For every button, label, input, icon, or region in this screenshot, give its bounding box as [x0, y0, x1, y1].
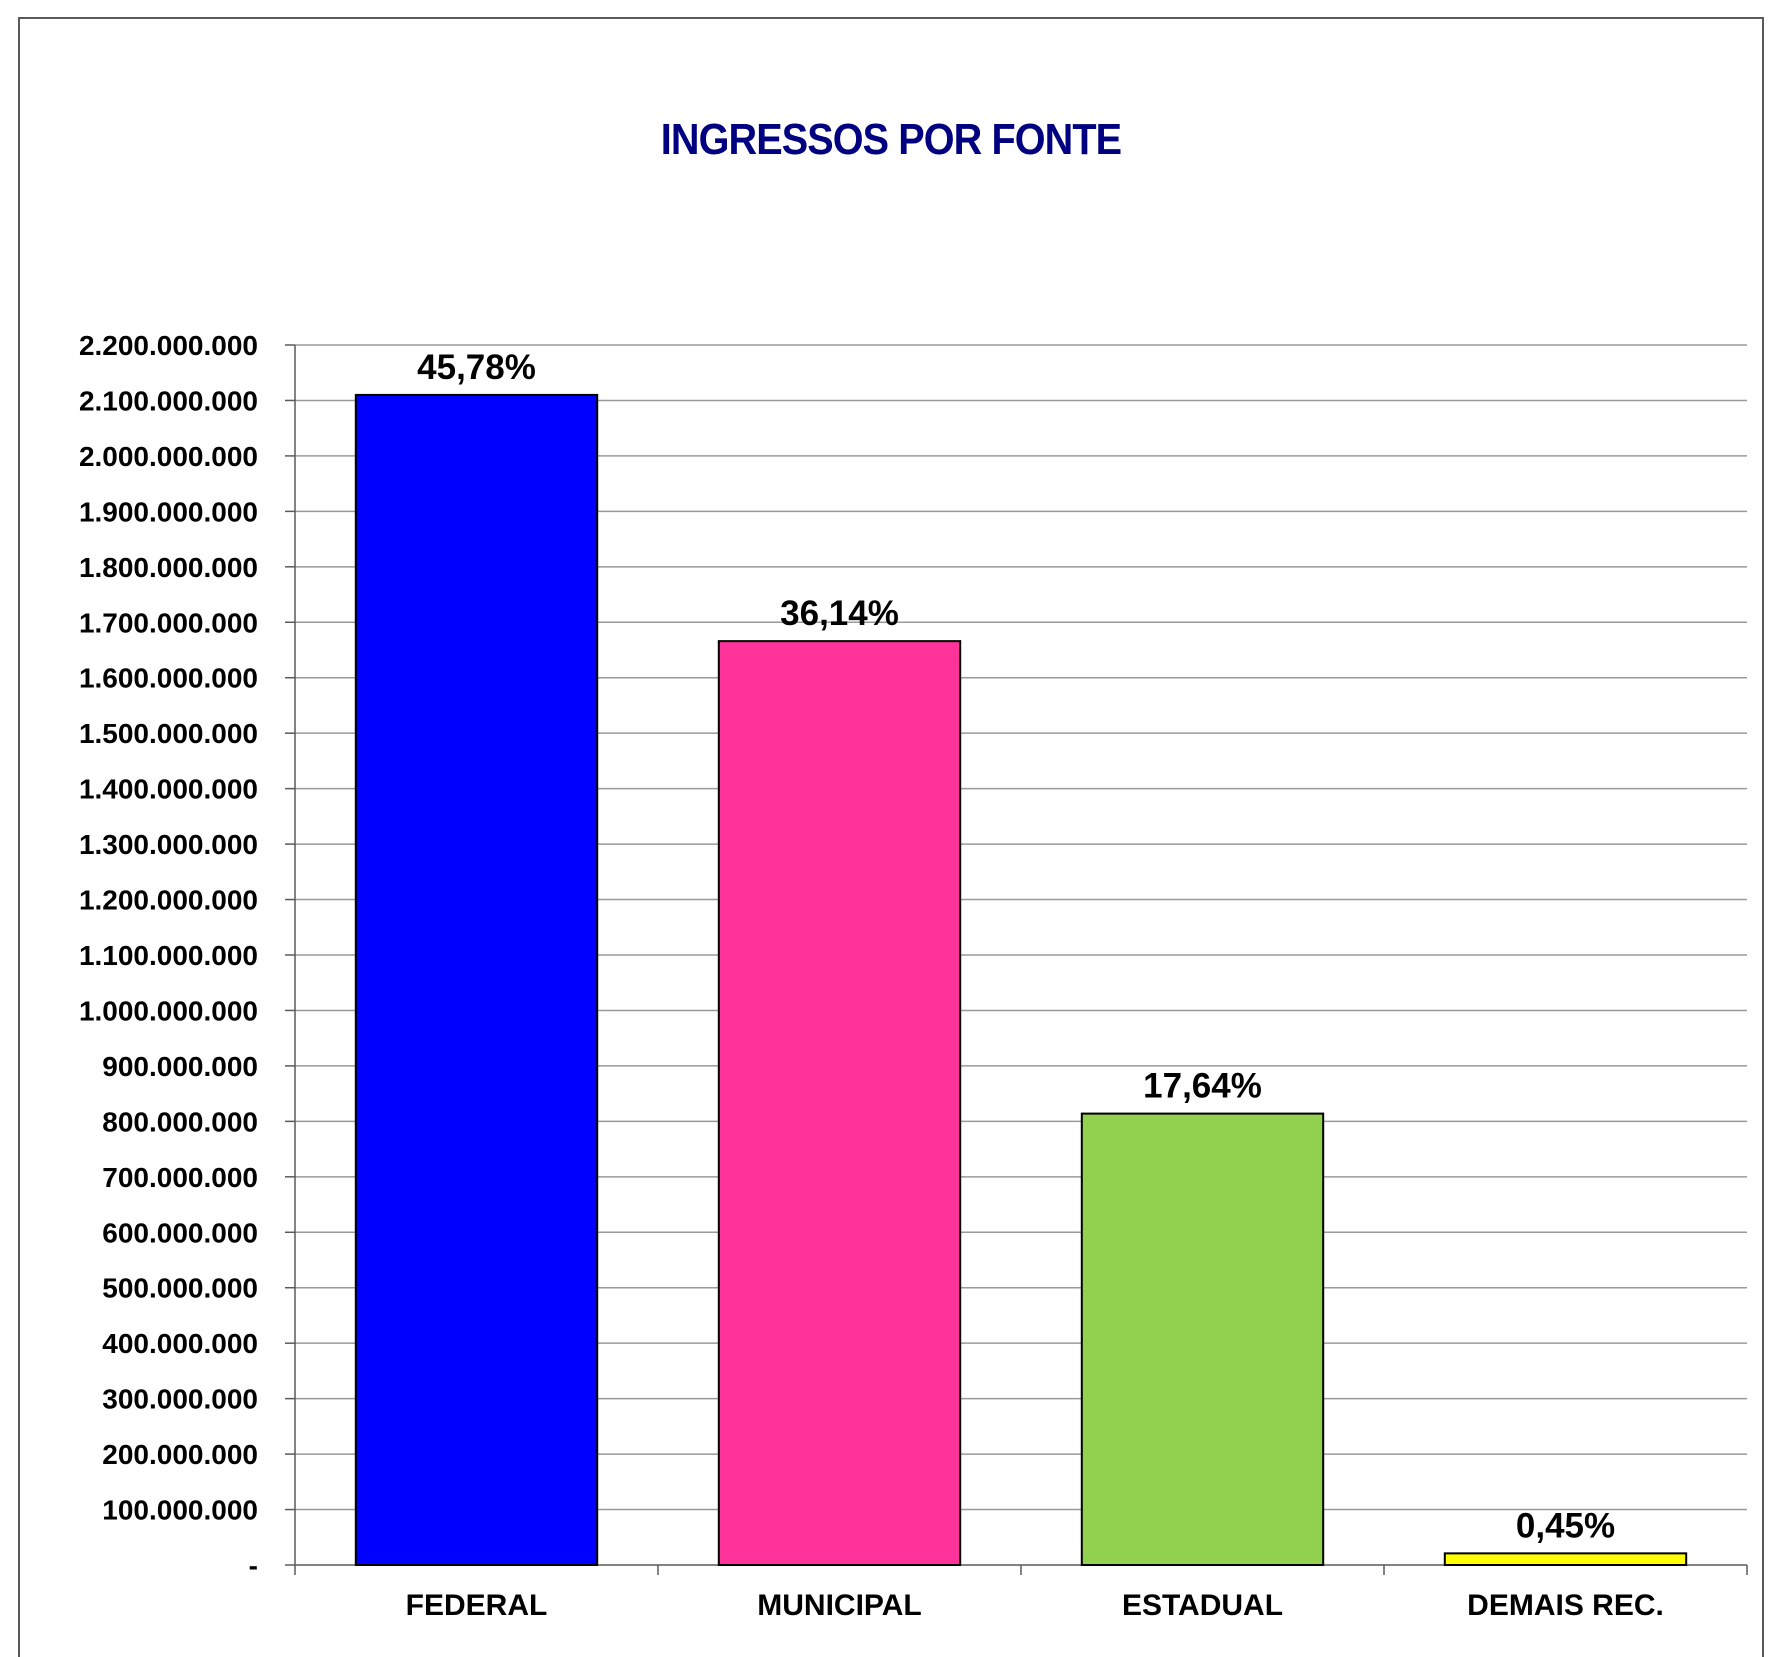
- chart-title: INGRESSOS POR FONTE: [660, 115, 1122, 164]
- y-tick-label: 700.000.000: [102, 1162, 258, 1193]
- y-tick-label: -: [249, 1550, 258, 1581]
- data-label: 45,78%: [417, 348, 536, 387]
- bar-estadual: [1080, 1112, 1325, 1566]
- y-tick-label: 500.000.000: [102, 1273, 258, 1304]
- data-label: 36,14%: [780, 594, 899, 633]
- x-category-label: MUNICIPAL: [757, 1589, 921, 1622]
- y-tick-label: 1.400.000.000: [79, 774, 258, 805]
- y-tick-label: 1.800.000.000: [79, 552, 258, 583]
- bar-federal: [354, 393, 599, 1567]
- y-tick-label: 400.000.000: [102, 1328, 258, 1359]
- y-tick-label: 900.000.000: [102, 1051, 258, 1082]
- data-label: 0,45%: [1516, 1506, 1615, 1545]
- x-category-label: ESTADUAL: [1122, 1589, 1283, 1622]
- bar-demais-rec: [1443, 1552, 1688, 1566]
- y-tick-label: 1.500.000.000: [79, 718, 258, 749]
- y-tick-label: 2.000.000.000: [79, 441, 258, 472]
- y-tick-label: 2.100.000.000: [79, 385, 258, 416]
- y-tick-label: 1.300.000.000: [79, 829, 258, 860]
- y-tick-label: 200.000.000: [102, 1439, 258, 1470]
- y-tick-label: 1.700.000.000: [79, 607, 258, 638]
- y-tick-label: 800.000.000: [102, 1106, 258, 1137]
- y-tick-label: 100.000.000: [102, 1495, 258, 1526]
- x-category-label: FEDERAL: [406, 1589, 548, 1622]
- x-category-label: DEMAIS REC.: [1467, 1589, 1664, 1622]
- y-tick-label: 2.200.000.000: [79, 330, 258, 361]
- y-tick-label: 1.100.000.000: [79, 940, 258, 971]
- y-tick-label: 600.000.000: [102, 1217, 258, 1248]
- y-tick-label: 1.900.000.000: [79, 496, 258, 527]
- y-tick-label: 300.000.000: [102, 1384, 258, 1415]
- y-tick-label: 1.000.000.000: [79, 995, 258, 1026]
- y-tick-label: 1.200.000.000: [79, 885, 258, 916]
- y-tick-label: 1.600.000.000: [79, 663, 258, 694]
- bar-municipal: [717, 640, 962, 1566]
- data-label: 17,64%: [1143, 1067, 1262, 1106]
